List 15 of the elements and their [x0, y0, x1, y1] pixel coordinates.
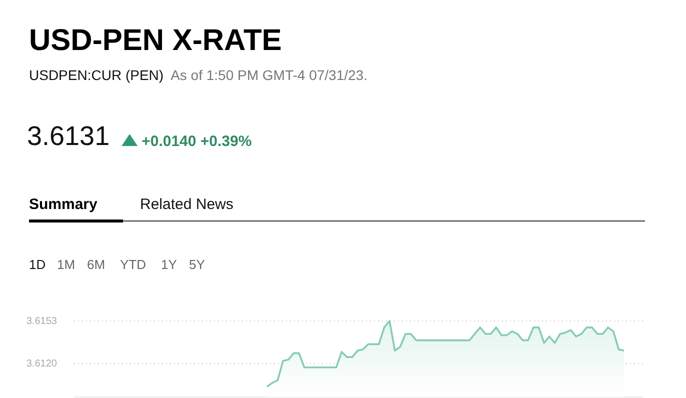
text: Summary [29, 196, 98, 213]
text: 6M [87, 257, 106, 272]
text: As of 1:50 PM GMT-4 07/31/23. [170, 67, 368, 83]
text: 1D [29, 257, 46, 272]
y-tick-label: 3.6153 [26, 316, 58, 328]
text: 1M [57, 257, 76, 272]
text: 1Y [161, 257, 178, 272]
y-tick-label: 3.6120 [26, 358, 58, 370]
text: USDPEN:CUR (PEN) [29, 67, 164, 83]
text: 5Y [189, 257, 206, 272]
text: Related News [140, 196, 234, 213]
text: +0.0140 +0.39% [142, 133, 252, 150]
text: 3.6131 [27, 121, 110, 151]
text: YTD [120, 257, 146, 272]
chart-title: USD-PEN X-RATE [29, 24, 282, 57]
